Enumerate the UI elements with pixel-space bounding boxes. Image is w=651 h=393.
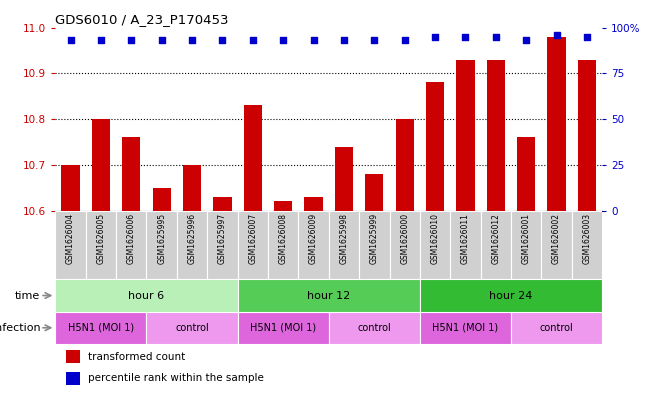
Bar — [146, 211, 177, 279]
Point — [126, 37, 137, 44]
Bar — [55, 279, 238, 312]
Bar — [238, 211, 268, 279]
Bar — [298, 211, 329, 279]
Bar — [274, 202, 292, 211]
Text: percentile rank within the sample: percentile rank within the sample — [88, 373, 264, 383]
Point — [217, 37, 228, 44]
Bar — [66, 350, 80, 363]
Text: GSM1625999: GSM1625999 — [370, 213, 379, 264]
Text: GSM1626001: GSM1626001 — [521, 213, 531, 264]
Bar — [547, 37, 566, 211]
Bar — [329, 312, 420, 344]
Text: infection: infection — [0, 323, 40, 333]
Bar — [456, 60, 475, 211]
Text: GSM1626010: GSM1626010 — [430, 213, 439, 264]
Point — [156, 37, 167, 44]
Bar — [511, 211, 542, 279]
Text: hour 12: hour 12 — [307, 290, 350, 301]
Bar — [61, 165, 79, 211]
Text: GSM1625995: GSM1625995 — [157, 213, 166, 264]
Bar — [243, 105, 262, 211]
Point — [369, 37, 380, 44]
Bar — [420, 279, 602, 312]
Point — [491, 33, 501, 40]
Bar — [214, 197, 232, 211]
Bar — [335, 147, 353, 211]
Text: GSM1626011: GSM1626011 — [461, 213, 470, 264]
Text: H5N1 (MOI 1): H5N1 (MOI 1) — [250, 323, 316, 333]
Bar — [365, 174, 383, 211]
Bar — [183, 165, 201, 211]
Bar — [116, 211, 146, 279]
Point — [430, 33, 440, 40]
Text: GSM1626000: GSM1626000 — [400, 213, 409, 264]
Bar — [572, 211, 602, 279]
Point — [400, 37, 410, 44]
Text: GSM1626005: GSM1626005 — [96, 213, 105, 264]
Point — [460, 33, 471, 40]
Text: GSM1626007: GSM1626007 — [248, 213, 257, 264]
Text: control: control — [540, 323, 574, 333]
Point — [187, 37, 197, 44]
Bar — [517, 138, 535, 211]
Text: control: control — [175, 323, 209, 333]
Bar — [487, 60, 505, 211]
Text: GSM1626008: GSM1626008 — [279, 213, 288, 264]
Bar — [268, 211, 298, 279]
Point — [551, 32, 562, 38]
Bar — [389, 211, 420, 279]
Text: hour 24: hour 24 — [490, 290, 533, 301]
Bar — [238, 279, 420, 312]
Point — [247, 37, 258, 44]
Bar — [359, 211, 389, 279]
Text: H5N1 (MOI 1): H5N1 (MOI 1) — [68, 323, 134, 333]
Text: GSM1625996: GSM1625996 — [187, 213, 197, 264]
Bar — [55, 312, 146, 344]
Bar — [426, 83, 444, 211]
Text: GDS6010 / A_23_P170453: GDS6010 / A_23_P170453 — [55, 13, 229, 26]
Bar — [92, 119, 110, 211]
Bar — [511, 312, 602, 344]
Bar — [329, 211, 359, 279]
Bar — [55, 211, 86, 279]
Bar — [122, 138, 141, 211]
Bar — [86, 211, 116, 279]
Point — [65, 37, 76, 44]
Text: GSM1626006: GSM1626006 — [127, 213, 136, 264]
Bar — [207, 211, 238, 279]
Text: control: control — [357, 323, 391, 333]
Bar — [238, 312, 329, 344]
Point — [278, 37, 288, 44]
Text: GSM1626003: GSM1626003 — [583, 213, 592, 264]
Text: GSM1626002: GSM1626002 — [552, 213, 561, 264]
Bar — [542, 211, 572, 279]
Text: GSM1626009: GSM1626009 — [309, 213, 318, 264]
Point — [96, 37, 106, 44]
Bar — [177, 211, 207, 279]
Text: GSM1625997: GSM1625997 — [218, 213, 227, 264]
Bar — [450, 211, 480, 279]
Bar — [146, 312, 238, 344]
Bar — [152, 188, 171, 211]
Bar — [305, 197, 323, 211]
Text: GSM1625998: GSM1625998 — [339, 213, 348, 264]
Text: hour 6: hour 6 — [128, 290, 165, 301]
Point — [309, 37, 319, 44]
Text: transformed count: transformed count — [88, 351, 186, 362]
Text: H5N1 (MOI 1): H5N1 (MOI 1) — [432, 323, 499, 333]
Bar — [578, 60, 596, 211]
Bar — [66, 372, 80, 384]
Text: time: time — [15, 290, 40, 301]
Point — [339, 37, 349, 44]
Bar — [420, 312, 511, 344]
Bar — [420, 211, 450, 279]
Text: GSM1626004: GSM1626004 — [66, 213, 75, 264]
Point — [521, 37, 531, 44]
Point — [582, 33, 592, 40]
Bar — [480, 211, 511, 279]
Text: GSM1626012: GSM1626012 — [492, 213, 501, 264]
Bar — [396, 119, 414, 211]
